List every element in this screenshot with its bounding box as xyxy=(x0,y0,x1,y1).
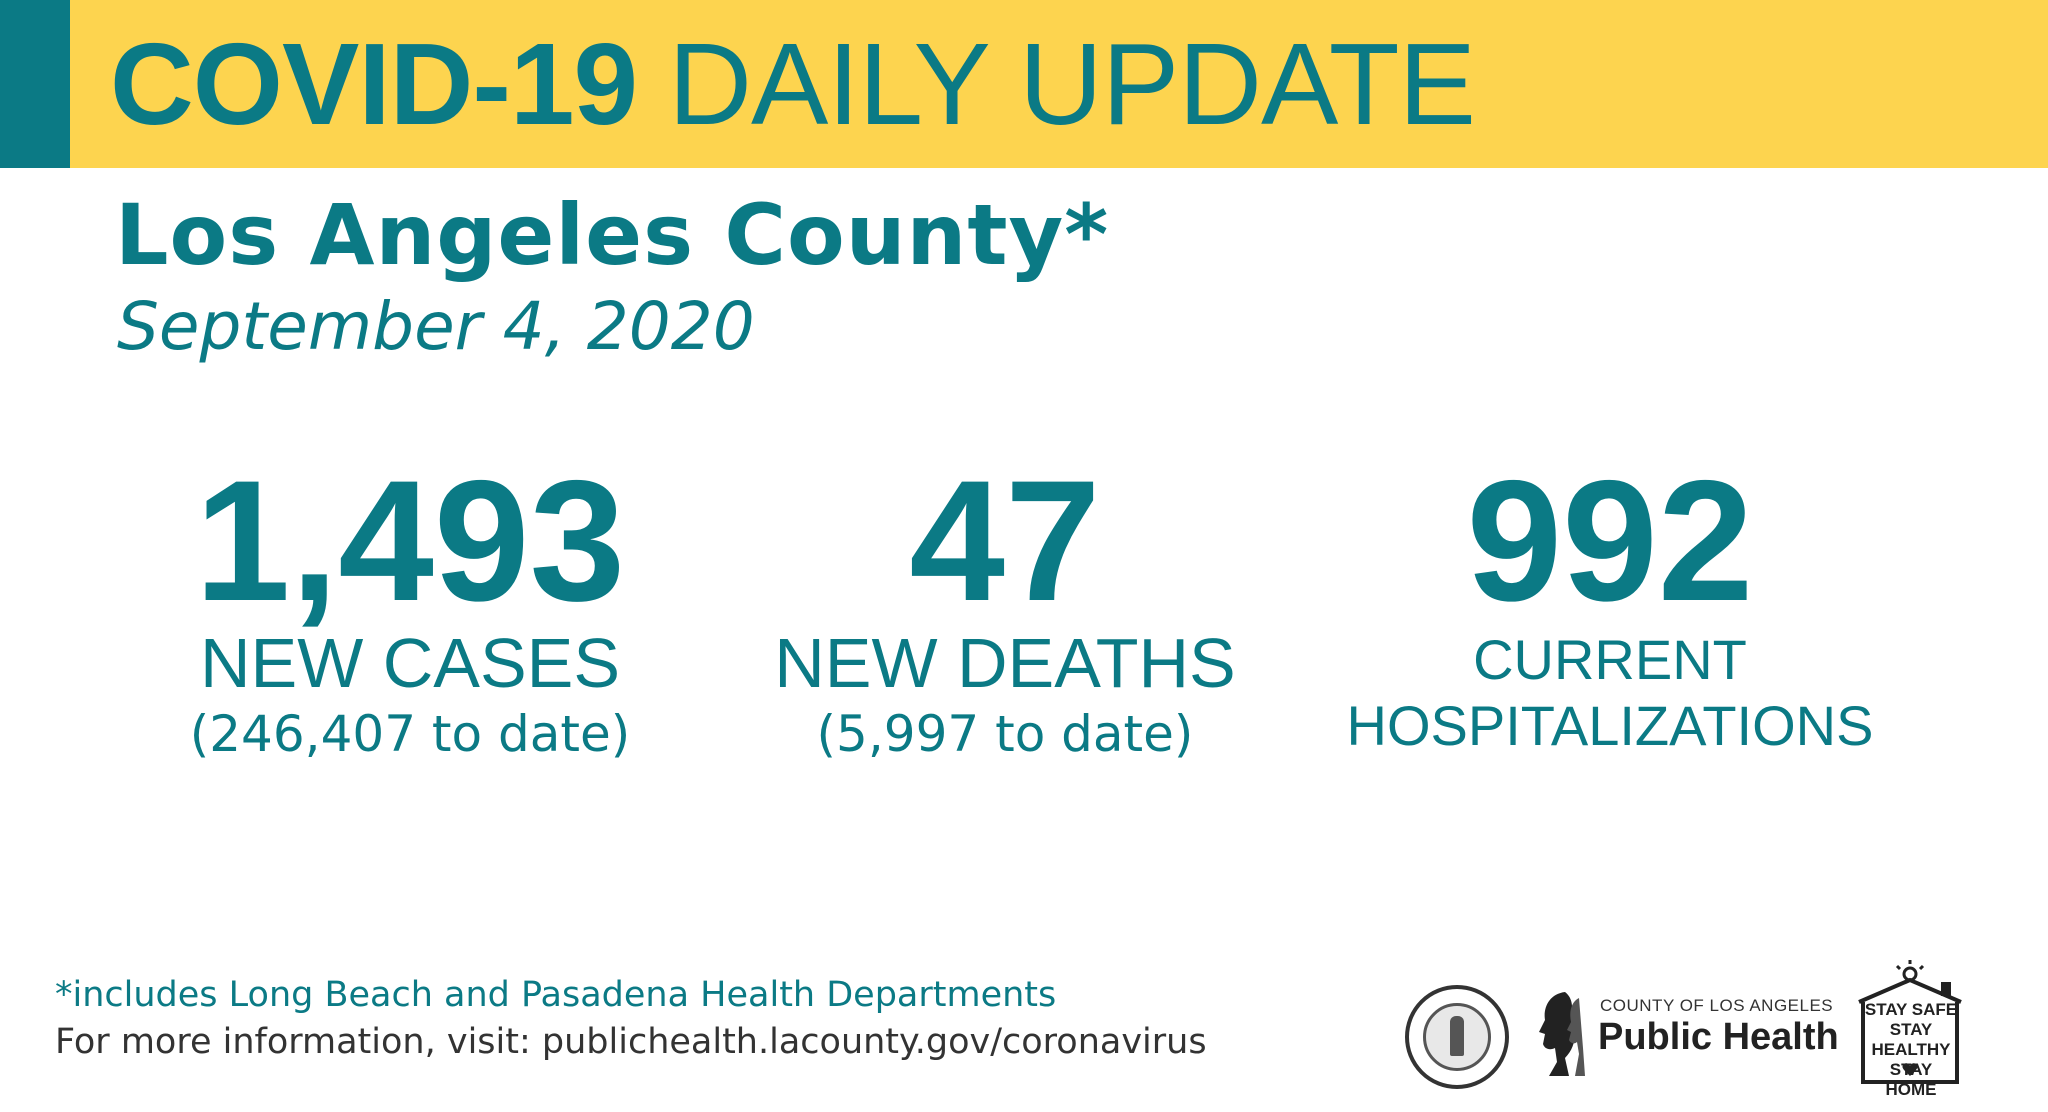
home-line-2: STAY HEALTHY xyxy=(1871,1020,1951,1059)
stat-subtext: (246,407 to date) xyxy=(189,705,631,763)
stay-home-logo: STAY SAFE STAY HEALTHY STAY HOME xyxy=(1855,958,1965,1099)
stat-label: NEW DEATHS xyxy=(774,624,1236,702)
ph-logo-small-text: COUNTY OF LOS ANGELES xyxy=(1600,996,1834,1015)
stat-label: NEW CASES xyxy=(199,624,621,702)
profiles-icon xyxy=(1539,992,1585,1076)
home-line-1: STAY SAFE xyxy=(1864,1000,1958,1019)
stat-label-line2: HOSPITALIZATIONS xyxy=(1346,694,1874,757)
stat-value: 992 xyxy=(1466,445,1754,637)
home-line-3: STAY HOME xyxy=(1885,1060,1937,1099)
banner-title-bold: COVID-19 xyxy=(110,19,638,149)
stat-hospitalizations: 992 CURRENT HOSPITALIZATIONS xyxy=(1340,455,1880,759)
county-name: Los Angeles County* xyxy=(115,186,1110,284)
county-seal-icon xyxy=(1405,985,1509,1089)
public-health-logo: COUNTY OF LOS ANGELES Public Health xyxy=(1535,982,1839,1082)
stat-new-deaths: 47 NEW DEATHS (5,997 to date) xyxy=(745,455,1265,769)
stat-new-cases: 1,493 NEW CASES (246,407 to date) xyxy=(170,455,650,769)
stat-value: 1,493 xyxy=(194,445,626,637)
stat-subtext: (5,997 to date) xyxy=(816,705,1194,763)
report-date: September 4, 2020 xyxy=(117,288,755,365)
more-info-link-text: For more information, visit: publichealt… xyxy=(55,1022,1207,1062)
stay-home-text: STAY SAFE STAY HEALTHY STAY HOME xyxy=(1863,1000,1959,1100)
banner-accent-bar xyxy=(0,0,70,168)
stat-label-line1: CURRENT xyxy=(1473,628,1747,691)
banner-title: COVID-19 DAILY UPDATE xyxy=(110,19,1476,149)
footnote: *includes Long Beach and Pasadena Health… xyxy=(55,975,1057,1015)
house-sun-icon xyxy=(1858,960,1962,1084)
seal-inner-icon xyxy=(1423,1003,1491,1071)
stat-value: 47 xyxy=(909,445,1101,637)
ph-logo-big-text: Public Health xyxy=(1598,1016,1839,1058)
header-banner: COVID-19 DAILY UPDATE xyxy=(0,0,2048,168)
banner-title-rest: DAILY UPDATE xyxy=(668,19,1476,149)
